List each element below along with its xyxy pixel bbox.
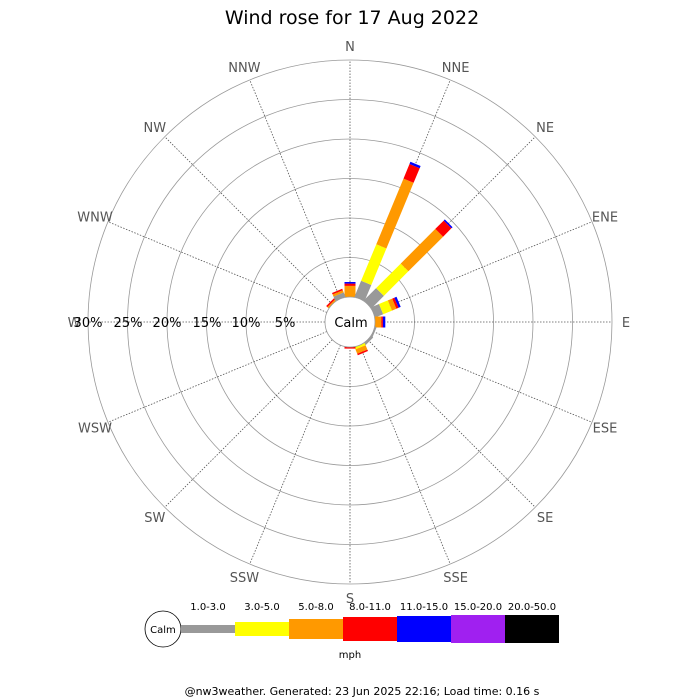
bar-nne-8.0-11.0 xyxy=(403,164,420,183)
ring-label: 10% xyxy=(232,316,261,331)
legend-bin-label: 3.0-5.0 xyxy=(244,602,279,613)
bar-nnw-5.0-8.0 xyxy=(332,290,344,297)
direction-label-nnw: NNW xyxy=(228,61,260,76)
bar-ne-8.0-11.0 xyxy=(435,220,452,237)
grid-spoke xyxy=(164,136,333,305)
grid-spoke xyxy=(367,339,536,508)
bar-sse-5.0-8.0 xyxy=(355,345,368,354)
direction-label-ne: NE xyxy=(536,121,554,136)
bar-e-8.0-11.0 xyxy=(381,316,383,328)
bar-nw-8.0-11.0 xyxy=(326,298,336,308)
bar-ne-3.0-5.0 xyxy=(376,263,409,296)
calm-circle-shape xyxy=(324,296,376,348)
wind-bars xyxy=(326,161,453,356)
bar-sse-8.0-11.0 xyxy=(357,349,368,356)
footer-text: @nw3weather. Generated: 23 Jun 2025 22:1… xyxy=(185,685,540,698)
direction-label-n: N xyxy=(345,40,355,55)
legend-swatch-1.0-3.0 xyxy=(181,625,235,633)
bar-ese-1.0-3.0 xyxy=(371,326,377,338)
grid-spoke xyxy=(249,344,341,565)
bar-ne-5.0-8.0 xyxy=(400,228,444,272)
bar-n-11.0-15.0 xyxy=(344,282,356,284)
legend-bin-label: 11.0-15.0 xyxy=(400,602,448,613)
bar-n-5.0-8.0 xyxy=(344,285,356,297)
grid-ring xyxy=(127,99,573,545)
bar-nnw-8.0-11.0 xyxy=(332,288,343,295)
ring-label: 5% xyxy=(275,316,296,331)
direction-label-ene: ENE xyxy=(592,210,618,225)
bar-sse-3.0-5.0 xyxy=(354,343,366,350)
bar-nw-5.0-8.0 xyxy=(327,299,337,309)
bar-ne-1.0-3.0 xyxy=(363,288,384,309)
grid-spoke xyxy=(164,339,333,508)
grid-spoke xyxy=(372,331,593,423)
bar-ene-8.0-11.0 xyxy=(392,297,399,309)
bar-n-8.0-11.0 xyxy=(344,283,356,286)
legend-swatch-8.0-11.0 xyxy=(343,617,397,641)
legend-bin-label: 8.0-11.0 xyxy=(349,602,391,613)
bar-nne-3.0-5.0 xyxy=(361,244,387,285)
grid-spoke xyxy=(372,221,593,313)
bar-e-11.0-15.0 xyxy=(382,316,386,328)
legend: Calm 1.0-3.0 3.0-5.0 5.0-8.0 8.0-11.0 11.0-15… xyxy=(144,602,559,661)
legend-calm-label: Calm xyxy=(150,625,176,636)
legend-swatch-15.0-20.0 xyxy=(451,615,505,643)
ring-labels: 30% 25% 20% 15% 10% 5% xyxy=(74,316,296,331)
ring-label: 25% xyxy=(114,316,143,331)
ring-label: 30% xyxy=(74,316,103,331)
legend-swatch-11.0-15.0 xyxy=(397,616,451,642)
bar-s-8.0-11.0 xyxy=(344,347,356,349)
direction-label-wsw: WSW xyxy=(78,422,112,437)
legend-bin-label: 20.0-50.0 xyxy=(508,602,556,613)
bar-nne-1.0-3.0 xyxy=(354,280,372,301)
direction-label-sse: SSE xyxy=(443,571,468,586)
grid-spoke xyxy=(107,221,328,313)
grid-spoke xyxy=(249,79,341,300)
bar-ne-11.0-15.0 xyxy=(443,219,453,229)
direction-label-e: E xyxy=(622,316,630,331)
bar-nnw-1.0-3.0 xyxy=(333,292,346,301)
legend-bin-label: 5.0-8.0 xyxy=(298,602,333,613)
direction-labels: N NNE NE ENE E ESE SE SSE S SSW SW WSW W WNW NW NNW xyxy=(68,40,631,607)
direction-label-ssw: SSW xyxy=(230,571,260,586)
legend-bin-label: 15.0-20.0 xyxy=(454,602,502,613)
grid-spoke xyxy=(107,331,328,423)
grid-ring xyxy=(87,59,613,585)
direction-label-wnw: WNW xyxy=(77,210,113,225)
direction-label-se: SE xyxy=(537,511,553,526)
legend-swatch-5.0-8.0 xyxy=(289,619,343,639)
legend-swatch-20.0-50.0 xyxy=(505,615,559,643)
direction-label-nne: NNE xyxy=(442,61,470,76)
direction-label-ese: ESE xyxy=(593,422,618,437)
grid-ring xyxy=(166,138,534,506)
calm-label: Calm xyxy=(334,316,367,331)
bar-ene-3.0-5.0 xyxy=(379,300,392,315)
bar-nne-11.0-15.0 xyxy=(409,161,421,169)
direction-label-w: W xyxy=(68,316,81,331)
grid-spoke xyxy=(359,344,451,565)
direction-label-s: S xyxy=(346,592,354,607)
bar-se-1.0-3.0 xyxy=(363,335,374,346)
polar-grid xyxy=(87,59,613,585)
calm-circle: Calm xyxy=(324,296,376,348)
bar-ene-5.0-8.0 xyxy=(387,298,397,311)
bar-e-5.0-8.0 xyxy=(375,316,382,328)
chart-title: Wind rose for 17 Aug 2022 xyxy=(225,7,479,29)
legend-bin-label: 1.0-3.0 xyxy=(190,602,225,613)
direction-label-nw: NW xyxy=(144,121,167,136)
legend-swatch-3.0-5.0 xyxy=(235,622,289,636)
legend-unit: mph xyxy=(339,650,361,661)
bar-nne-5.0-8.0 xyxy=(376,178,414,249)
ring-label: 20% xyxy=(153,316,182,331)
ring-label: 15% xyxy=(193,316,222,331)
direction-label-sw: SW xyxy=(144,511,165,526)
bar-ene-11.0-15.0 xyxy=(394,296,401,308)
